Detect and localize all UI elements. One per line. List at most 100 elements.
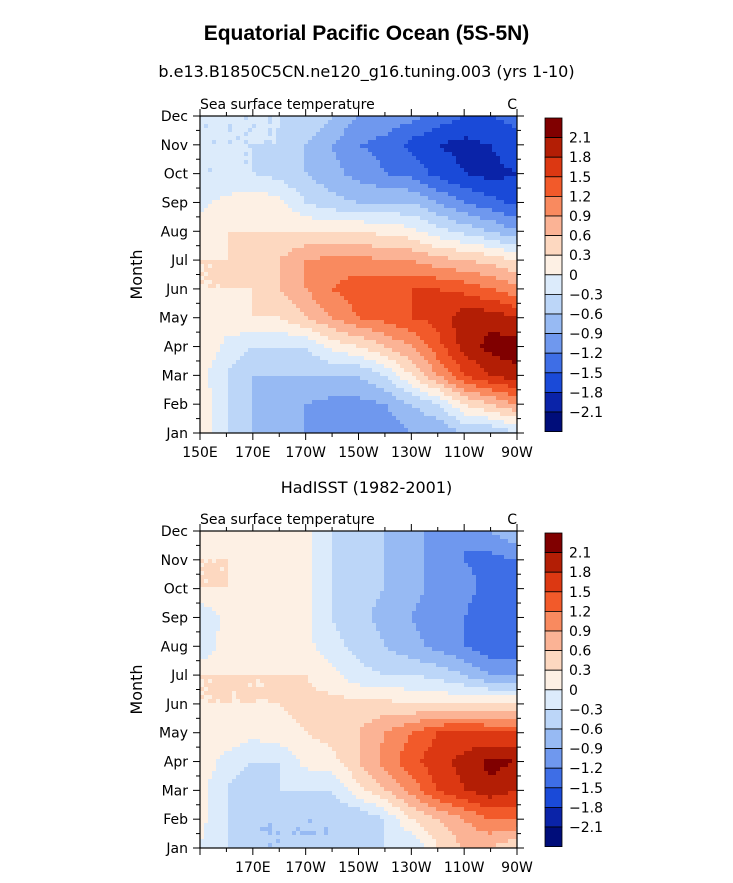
heatmap-cell [312, 216, 316, 220]
heatmap-cell [472, 292, 476, 296]
heatmap-cell [220, 288, 224, 292]
heatmap-cell [352, 196, 356, 200]
heatmap-cell [204, 120, 208, 124]
heatmap-cell [272, 232, 276, 236]
heatmap-cell [236, 156, 240, 160]
heatmap-cell [324, 320, 328, 324]
heatmap-cell [504, 308, 508, 312]
heatmap-cell [288, 120, 292, 124]
heatmap-cell [444, 236, 448, 240]
heatmap-cell [308, 312, 312, 316]
heatmap-cell [512, 272, 516, 276]
heatmap-cell [236, 284, 240, 288]
heatmap-cell [424, 316, 428, 320]
heatmap-cell [428, 312, 432, 316]
heatmap-cell [512, 280, 516, 284]
heatmap-cell [256, 332, 260, 336]
heatmap-cell [220, 244, 224, 248]
heatmap-cell [224, 200, 228, 204]
heatmap-cell [480, 184, 484, 188]
heatmap-cell [360, 264, 364, 268]
heatmap-cell [220, 172, 224, 176]
heatmap-cell [320, 176, 324, 180]
heatmap-cell [444, 320, 448, 324]
heatmap-cell [268, 200, 272, 204]
heatmap-cell [280, 316, 284, 320]
heatmap-cell [372, 144, 376, 148]
heatmap-cell [404, 252, 408, 256]
heatmap-cell [300, 124, 304, 128]
heatmap-cell [276, 160, 280, 164]
heatmap-cell [408, 224, 412, 228]
heatmap-cell [280, 132, 284, 136]
heatmap-cell [384, 120, 388, 124]
heatmap-cell [352, 256, 356, 260]
heatmap-cell [268, 340, 272, 344]
heatmap-cell [200, 128, 204, 132]
heatmap-cell [260, 232, 264, 236]
heatmap-cell [296, 268, 300, 272]
heatmap-cell [340, 324, 344, 328]
heatmap-cell [376, 236, 380, 240]
heatmap-cell [268, 216, 272, 220]
heatmap-cell [432, 144, 436, 148]
heatmap-cell [364, 148, 368, 152]
heatmap-cell [300, 332, 304, 336]
heatmap-cell [288, 276, 292, 280]
heatmap-cell [452, 200, 456, 204]
heatmap-cell [300, 172, 304, 176]
heatmap-cell [312, 180, 316, 184]
heatmap-cell [364, 192, 368, 196]
heatmap-cell [484, 188, 488, 192]
heatmap-cell [412, 248, 416, 252]
heatmap-cell [340, 128, 344, 132]
heatmap-cell [268, 300, 272, 304]
heatmap-cell [472, 184, 476, 188]
heatmap-cell [268, 320, 272, 324]
heatmap-cell [328, 252, 332, 256]
heatmap-cell [212, 224, 216, 228]
heatmap-cell [460, 348, 464, 352]
heatmap-cell [492, 120, 496, 124]
heatmap-cell [428, 236, 432, 240]
heatmap-cell [508, 204, 512, 208]
heatmap-cell [468, 172, 472, 176]
heatmap-cell [476, 292, 480, 296]
heatmap-cell [428, 172, 432, 176]
heatmap-cell [328, 148, 332, 152]
heatmap-cell [308, 324, 312, 328]
heatmap-cell [308, 236, 312, 240]
heatmap-cell [428, 316, 432, 320]
heatmap-cell [224, 336, 228, 340]
heatmap-cell [276, 336, 280, 340]
heatmap-cell [200, 224, 204, 228]
heatmap-cell [396, 156, 400, 160]
heatmap-cell [224, 300, 228, 304]
heatmap-cell [304, 360, 308, 364]
heatmap-cell [244, 348, 248, 352]
heatmap-cell [464, 252, 468, 256]
heatmap-cell [232, 180, 236, 184]
heatmap-cell [260, 332, 264, 336]
heatmap-cell [476, 336, 480, 340]
heatmap-cell [368, 260, 372, 264]
heatmap-cell [452, 296, 456, 300]
heatmap-cell [344, 312, 348, 316]
heatmap-cell [308, 348, 312, 352]
heatmap-cell [240, 352, 244, 356]
heatmap-cell [264, 312, 268, 316]
heatmap-cell [204, 128, 208, 132]
heatmap-cell [300, 256, 304, 260]
heatmap-cell [364, 204, 368, 208]
heatmap-cell [200, 300, 204, 304]
heatmap-cell [368, 340, 372, 344]
heatmap-cell [452, 224, 456, 228]
heatmap-cell [352, 188, 356, 192]
heatmap-cell [476, 296, 480, 300]
heatmap-cell [420, 352, 424, 356]
heatmap-cell [240, 196, 244, 200]
heatmap-cell [372, 260, 376, 264]
heatmap-cell [208, 196, 212, 200]
heatmap-cell [240, 116, 244, 120]
heatmap-cell [376, 152, 380, 156]
